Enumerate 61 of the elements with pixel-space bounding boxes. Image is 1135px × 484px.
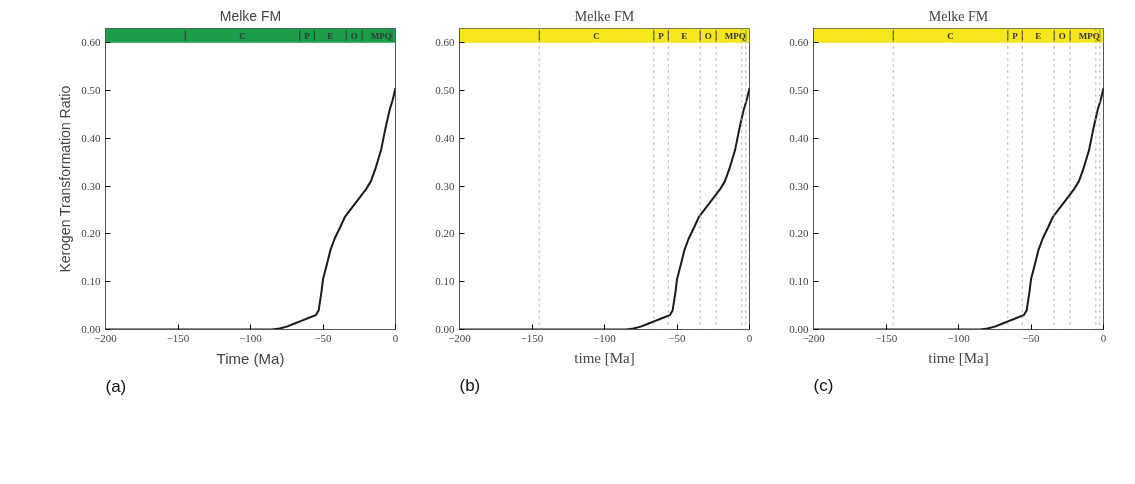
- text: (c): [813, 375, 834, 395]
- x-tick-label: 0: [746, 331, 753, 344]
- y-tick-label: 0.60: [435, 36, 455, 49]
- y-tick-label: 0.60: [789, 36, 809, 49]
- y-tick-label: 0.20: [789, 227, 809, 240]
- annotation: PQ: [1087, 30, 1100, 41]
- y-tick-label: 0.20: [435, 227, 455, 240]
- y-tick-label: 0.10: [81, 275, 101, 288]
- annotation: M: [370, 30, 380, 41]
- x-tick-label: −50: [1022, 331, 1041, 344]
- annotation: O: [350, 30, 358, 41]
- y-tick-label: 0.00: [435, 323, 455, 335]
- y-axis-title: Kerogen Transformation Ratio: [57, 85, 74, 273]
- y-tick-label: 0.40: [789, 131, 809, 144]
- annotation: P: [304, 30, 311, 41]
- x-tick-label: −150: [520, 331, 544, 344]
- annotation: PQ: [379, 30, 392, 41]
- y-tick-label: 0.50: [789, 84, 809, 97]
- chart-title: Melke FM: [928, 8, 989, 24]
- annotation: P: [1012, 30, 1019, 41]
- y-tick-label: 0.00: [789, 323, 809, 335]
- y-tick-label: 0.10: [435, 275, 455, 288]
- x-tick-label: −50: [314, 331, 333, 344]
- text: (a): [105, 376, 127, 396]
- annotation: M: [1078, 30, 1088, 41]
- annotation: M: [724, 30, 734, 41]
- chart-title: Melke FM: [574, 8, 635, 24]
- x-tick-label: −100: [593, 331, 617, 344]
- x-tick-label: −100: [947, 331, 971, 344]
- y-tick-label: 0.20: [81, 227, 101, 240]
- y-tick-label: 0.40: [81, 131, 101, 144]
- x-axis-title: time [Ma]: [574, 349, 635, 366]
- annotation: C: [239, 30, 246, 41]
- y-tick-label: 0.40: [435, 131, 455, 144]
- annotation: P: [658, 30, 665, 41]
- y-tick-label: 0.60: [81, 36, 101, 49]
- y-tick-label: 0.30: [81, 179, 101, 192]
- y-tick-label: 0.30: [435, 179, 455, 192]
- x-tick-label: −50: [668, 331, 687, 344]
- annotation: C: [593, 30, 600, 41]
- x-tick-label: 0: [392, 331, 399, 344]
- annotation: O: [1058, 30, 1066, 41]
- x-tick-label: 0: [1100, 331, 1107, 344]
- annotation: E: [1035, 30, 1042, 41]
- text: (b): [459, 375, 481, 395]
- chart-title: Melke FM: [219, 7, 282, 24]
- annotation: C: [947, 30, 954, 41]
- annotation: PQ: [733, 30, 746, 41]
- x-tick-label: −100: [239, 331, 263, 344]
- y-tick-label: 0.50: [81, 84, 101, 97]
- annotation: E: [327, 30, 334, 41]
- annotation: O: [704, 30, 712, 41]
- x-tick-label: −150: [874, 331, 898, 344]
- x-axis-title: time [Ma]: [928, 349, 989, 366]
- annotation: E: [681, 30, 688, 41]
- y-tick-label: 0.30: [789, 179, 809, 192]
- y-tick-label: 0.00: [81, 323, 101, 335]
- x-axis-title: Time (Ma): [216, 349, 285, 367]
- y-tick-label: 0.10: [789, 275, 809, 288]
- x-tick-label: −150: [166, 331, 190, 344]
- y-tick-label: 0.50: [435, 84, 455, 97]
